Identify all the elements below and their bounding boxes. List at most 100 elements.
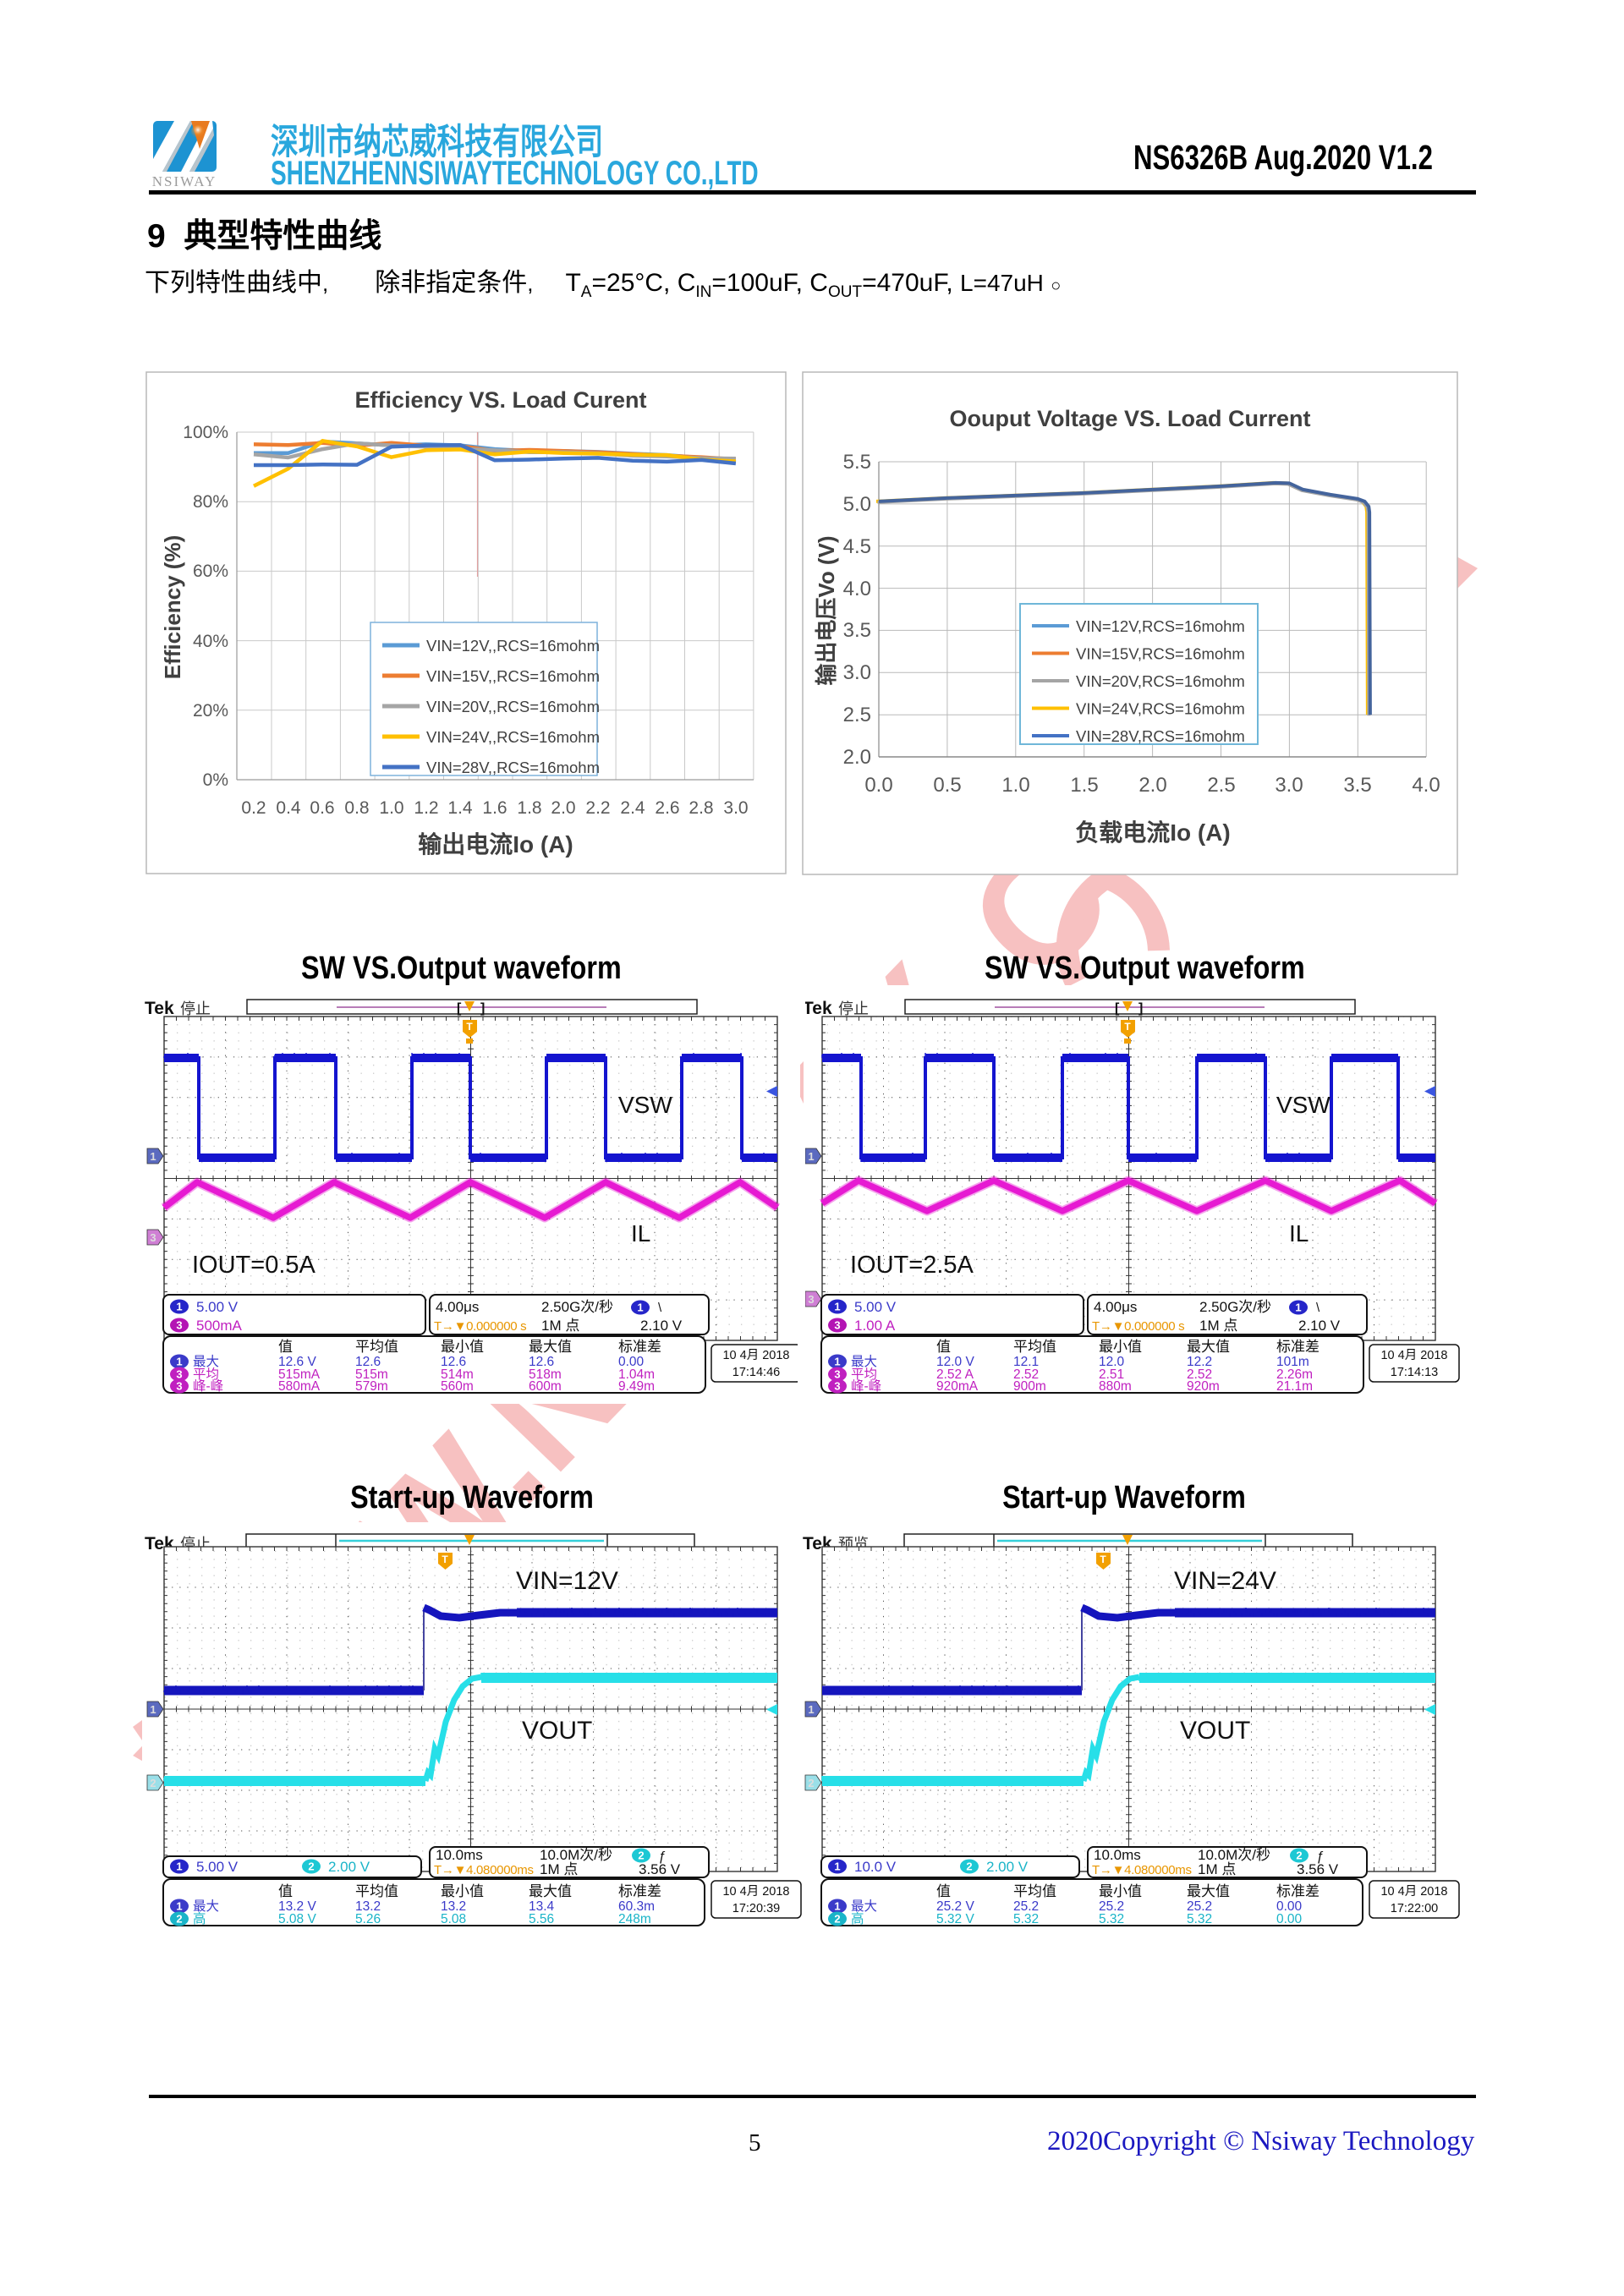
svg-text:5.32: 5.32 [1187,1912,1212,1926]
svg-text:500mA: 500mA [196,1318,243,1334]
svg-text:1.6: 1.6 [482,798,507,818]
svg-text:[: [ [457,1001,462,1016]
svg-text:最大: 最大 [851,1354,877,1369]
svg-text:17:22:00: 17:22:00 [1391,1902,1438,1915]
svg-text:248m: 248m [618,1912,651,1926]
svg-text:最大: 最大 [193,1354,219,1369]
svg-text:标准差: 标准差 [618,1339,661,1355]
svg-text:Tek: Tek [145,999,174,1018]
svg-text:2.52: 2.52 [1013,1367,1039,1382]
svg-text:2.6: 2.6 [655,798,679,818]
svg-text:T→▼0.000000 s: T→▼0.000000 s [1092,1319,1184,1334]
svg-text:ƒ: ƒ [1316,1849,1324,1864]
svg-text:2.00 V: 2.00 V [328,1859,370,1875]
svg-text:值: 值 [278,1339,293,1355]
svg-text:25.2 V: 25.2 V [936,1899,974,1914]
svg-text:580mA: 580mA [278,1379,321,1394]
svg-text:1: 1 [150,1150,156,1163]
svg-text:VIN=24V,RCS=16mohm: VIN=24V,RCS=16mohm [1076,700,1245,718]
svg-text:平均: 平均 [193,1367,219,1382]
svg-text:3.56 V: 3.56 V [639,1861,681,1877]
svg-text:5.00 V: 5.00 V [196,1299,239,1315]
svg-text:13.4: 13.4 [529,1899,555,1914]
svg-text:平均值: 平均值 [1013,1339,1056,1355]
svg-text:12.6: 12.6 [355,1355,381,1369]
svg-text:VIN=20V,,RCS=16mohm: VIN=20V,,RCS=16mohm [426,698,600,715]
svg-text:IL: IL [1289,1220,1309,1247]
svg-text:4.00μs: 4.00μs [436,1299,479,1315]
svg-text:IL: IL [631,1220,650,1247]
svg-text:4.0: 4.0 [843,578,871,600]
svg-text:3: 3 [176,1380,182,1393]
svg-text:5.32: 5.32 [1013,1912,1039,1926]
svg-text:最小值: 最小值 [441,1883,484,1899]
svg-text:560m: 560m [441,1379,474,1394]
svg-text:峰-峰: 峰-峰 [851,1378,881,1394]
svg-text:平均值: 平均值 [1013,1883,1056,1899]
svg-text:VIN=12V,RCS=16mohm: VIN=12V,RCS=16mohm [1076,617,1245,635]
svg-text:514m: 514m [441,1367,474,1382]
svg-text:25.2: 25.2 [1099,1899,1124,1914]
svg-text:2.50G次/秒: 2.50G次/秒 [1199,1299,1271,1315]
svg-text:VIN=24V: VIN=24V [1174,1567,1276,1595]
svg-text:标准差: 标准差 [1276,1339,1320,1355]
svg-text:21.1m: 21.1m [1276,1379,1313,1394]
svg-text:2.26m: 2.26m [1276,1367,1313,1382]
svg-text:1.0: 1.0 [379,798,403,818]
svg-text:2: 2 [308,1860,314,1873]
svg-text:3.5: 3.5 [1343,774,1371,797]
svg-text:0.4: 0.4 [276,798,301,818]
svg-text:VIN=12V: VIN=12V [516,1567,618,1595]
svg-text:900m: 900m [1013,1379,1046,1394]
svg-text:最小值: 最小值 [1099,1339,1142,1355]
svg-text:1M 点: 1M 点 [1198,1861,1236,1877]
svg-text:4.5: 4.5 [843,535,871,558]
svg-text:VIN=24V,,RCS=16mohm: VIN=24V,,RCS=16mohm [426,728,600,746]
svg-text:1.0: 1.0 [1001,774,1029,797]
svg-text:1: 1 [176,1301,182,1313]
svg-text:高: 高 [193,1911,206,1926]
svg-text:5.0: 5.0 [843,493,871,516]
svg-text:最小值: 最小值 [441,1339,484,1355]
svg-text:515m: 515m [355,1367,388,1382]
svg-text:1: 1 [834,1900,840,1913]
svg-text:VSW: VSW [618,1092,672,1118]
svg-text:0.00: 0.00 [1276,1899,1303,1914]
svg-text:1: 1 [834,1356,840,1368]
svg-text:停止: 停止 [180,1000,211,1017]
svg-text:2: 2 [808,1777,814,1789]
svg-text:10 4月 2018: 10 4月 2018 [1380,1885,1447,1899]
svg-text:VIN=15V,,RCS=16mohm: VIN=15V,,RCS=16mohm [426,667,600,685]
svg-text:12.1: 12.1 [1013,1355,1039,1369]
svg-text:1: 1 [834,1860,840,1873]
svg-text:2.52 A: 2.52 A [936,1367,974,1382]
svg-text:25.2: 25.2 [1187,1899,1212,1914]
svg-text:VSW: VSW [1276,1092,1330,1118]
svg-text:80%: 80% [193,492,228,512]
svg-text:最大值: 最大值 [1187,1339,1230,1355]
svg-text:]: ] [1138,1001,1143,1016]
svg-text:515mA: 515mA [278,1367,321,1382]
svg-text:3: 3 [834,1368,840,1381]
svg-text:0.00: 0.00 [618,1355,645,1369]
svg-text:3.0: 3.0 [1275,774,1303,797]
svg-text:12.6: 12.6 [529,1355,554,1369]
svg-text:0.6: 0.6 [310,798,334,818]
svg-text:最大值: 最大值 [529,1339,572,1355]
svg-text:5.08 V: 5.08 V [278,1912,316,1926]
svg-text:0.2: 0.2 [241,798,266,818]
svg-text:2: 2 [176,1913,182,1926]
svg-text:T→▼0.000000 s: T→▼0.000000 s [434,1319,526,1334]
svg-text:1.5: 1.5 [1070,774,1098,797]
svg-text:10.0M次/秒: 10.0M次/秒 [540,1847,612,1863]
svg-text:VIN=28V,RCS=16mohm: VIN=28V,RCS=16mohm [1076,727,1245,745]
svg-text:平均值: 平均值 [355,1339,398,1355]
svg-text:VIN=12V,,RCS=16mohm: VIN=12V,,RCS=16mohm [426,637,600,655]
svg-text:5.00 V: 5.00 V [196,1859,239,1875]
svg-text:最大: 最大 [193,1899,219,1914]
svg-text:T: T [1100,1553,1106,1565]
svg-text:5.5: 5.5 [843,451,871,474]
svg-text:高: 高 [851,1911,864,1926]
svg-text:13.2: 13.2 [355,1899,381,1914]
svg-text:518m: 518m [529,1367,562,1382]
